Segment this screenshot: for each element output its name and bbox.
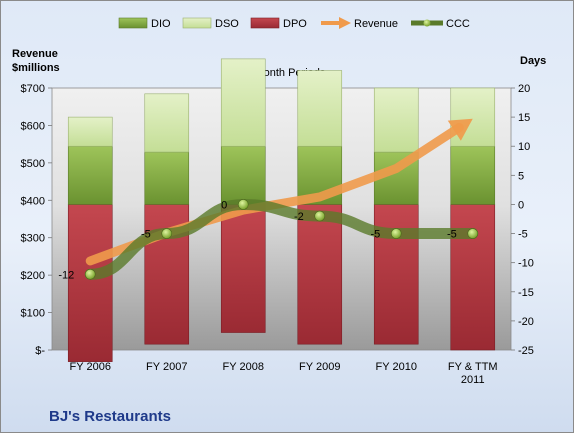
right-tick-label: -25 — [518, 345, 534, 357]
left-axis: $- $100 $200 $300 $400 $500 $600 $700 — [21, 83, 52, 357]
right-tick-label: 5 — [518, 170, 524, 182]
legend-item-dpo: DPO — [250, 17, 307, 30]
category-axis: FY 2006 FY 2007 FY 2008 FY 2009 FY 2010 FY & … — [70, 361, 498, 386]
bar-dso — [450, 87, 496, 147]
left-tick-label: $300 — [21, 233, 45, 245]
category-label: FY & TTM 2011 — [448, 361, 498, 386]
ccc-point — [314, 210, 326, 222]
bar-dso — [144, 93, 190, 153]
ccc-data-label: -12 — [58, 269, 74, 281]
ccc-data-label: 0 — [221, 199, 227, 211]
category-label-line: FY 2007 — [146, 361, 187, 373]
category-label-line: FY 2008 — [223, 361, 264, 373]
bar-dpo — [450, 204, 496, 351]
left-axis-title-line-1: Revenue — [12, 48, 58, 60]
ccc-point — [161, 228, 173, 239]
left-tick-label: $100 — [21, 308, 45, 320]
bar-dio — [144, 151, 190, 205]
svg-text:Revenue: Revenue — [354, 18, 398, 30]
category-label-line: FY 2006 — [70, 361, 111, 373]
bars — [67, 58, 496, 362]
category-label-line: FY & TTM — [448, 361, 498, 373]
right-tick-label: 15 — [518, 112, 530, 124]
category-label-line: 2011 — [461, 374, 485, 386]
bar-dpo — [67, 204, 113, 362]
left-tick-label: $600 — [21, 120, 45, 132]
category-label: FY 2007 — [146, 361, 187, 373]
left-tick-label: $200 — [21, 270, 45, 282]
category-label-line: FY 2010 — [376, 361, 417, 373]
right-tick-label: 10 — [518, 141, 530, 153]
left-tick-label: $500 — [21, 158, 45, 170]
left-tick-label: $700 — [21, 83, 45, 95]
ccc-point — [84, 269, 96, 280]
category-label: FY 2008 — [223, 361, 264, 373]
legend-item-ccc: CCC — [411, 18, 470, 30]
svg-text:DIO: DIO — [151, 18, 171, 30]
right-tick-label: -5 — [518, 229, 528, 241]
left-tick-label: $- — [35, 345, 45, 357]
ccc-data-label: -5 — [370, 229, 380, 241]
bar-dso — [220, 58, 266, 147]
right-tick-label: 20 — [518, 83, 530, 95]
category-label: FY 2006 — [70, 361, 111, 373]
right-tick-label: -20 — [518, 316, 534, 328]
company-title: BJ's Restaurants — [49, 408, 171, 425]
legend-item-revenue: Revenue — [321, 17, 398, 30]
bar-dpo — [373, 204, 419, 345]
bar-dso — [67, 116, 113, 147]
right-axis: -25 -20 -15 -10 -5 0 5 10 15 20 — [511, 83, 534, 357]
legend-item-dio: DIO — [118, 17, 171, 30]
bar-dio — [67, 145, 113, 205]
legend-item-dso: DSO — [182, 17, 239, 30]
left-axis-title-line-2: $millions — [12, 62, 60, 74]
right-axis-title: Days — [520, 55, 546, 67]
legend: DIO DSO DPO Revenue CCC — [118, 17, 470, 30]
right-tick-label: -10 — [518, 258, 534, 270]
revenue-arrowhead — [447, 118, 473, 141]
ccc-point — [467, 228, 479, 239]
bar-dpo — [220, 204, 266, 333]
category-label-line: FY 2009 — [299, 361, 340, 373]
bar-dio — [220, 145, 266, 205]
left-tick-label: $400 — [21, 195, 45, 207]
bar-dio — [450, 145, 496, 205]
bar-dso — [297, 70, 343, 147]
right-tick-label: -15 — [518, 287, 534, 299]
plot-area — [51, 87, 512, 351]
svg-text:DSO: DSO — [215, 18, 239, 30]
ccc-point — [390, 228, 402, 239]
ccc-point — [237, 199, 249, 210]
category-label: FY 2009 — [299, 361, 340, 373]
svg-text:DPO: DPO — [283, 18, 307, 30]
category-label: FY 2010 — [376, 361, 417, 373]
svg-text:CCC: CCC — [446, 18, 470, 30]
ccc-data-label: -5 — [447, 229, 457, 241]
ccc-data-label: -2 — [294, 211, 304, 223]
ccc-data-label: -5 — [141, 229, 151, 241]
ccc-series: -12 -5 0 -2 -5 -5 — [58, 198, 479, 281]
bar-dso — [373, 87, 419, 153]
right-tick-label: 0 — [518, 199, 524, 211]
bar-dpo — [297, 204, 343, 345]
